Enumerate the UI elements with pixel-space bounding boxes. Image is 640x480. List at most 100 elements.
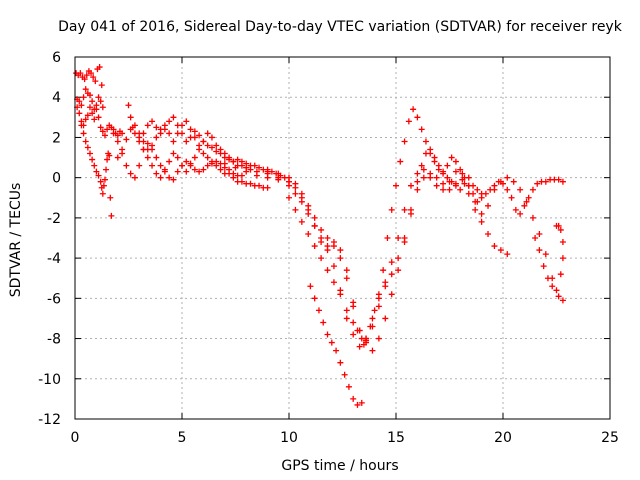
data-point [491, 243, 498, 250]
data-point [427, 170, 434, 177]
data-point [153, 154, 160, 161]
data-point [166, 130, 173, 137]
data-point [350, 303, 357, 310]
data-point [251, 162, 258, 169]
data-point [119, 130, 126, 137]
data-point [395, 267, 402, 274]
data-point [140, 146, 147, 153]
data-point [213, 162, 220, 169]
data-point [97, 178, 104, 185]
data-point [318, 239, 325, 246]
data-point [559, 178, 566, 185]
data-point [95, 172, 102, 179]
data-point [256, 182, 263, 189]
data-point [157, 174, 164, 181]
data-point [318, 255, 325, 262]
data-point [123, 136, 130, 143]
data-point [388, 291, 395, 298]
data-point [529, 186, 536, 193]
data-point [179, 162, 185, 169]
data-point [418, 126, 425, 133]
data-point [217, 150, 224, 157]
data-point [536, 247, 543, 254]
x-tick-label: 5 [178, 430, 187, 446]
data-point [555, 293, 562, 300]
data-point [354, 327, 361, 334]
data-point [125, 102, 132, 109]
y-axis-label: SDTVAR / TECUs [8, 183, 24, 298]
data-point [559, 297, 566, 304]
data-point [497, 247, 504, 254]
data-point [82, 86, 89, 93]
data-point [324, 267, 331, 274]
data-point [559, 239, 566, 246]
data-point [525, 194, 532, 201]
data-point [433, 174, 440, 181]
x-tick-label: 25 [601, 430, 619, 446]
data-point [407, 206, 414, 213]
data-point [213, 142, 220, 149]
data-point [384, 235, 391, 241]
data-point [343, 307, 350, 314]
data-point [99, 190, 106, 197]
y-tick-label: -2 [47, 211, 61, 227]
data-point [448, 178, 455, 185]
data-point [401, 206, 408, 213]
data-point [298, 218, 305, 225]
data-point [174, 168, 181, 175]
data-point [337, 255, 344, 262]
data-point [395, 255, 402, 262]
data-point [500, 180, 506, 187]
data-point [81, 76, 88, 83]
data-point [534, 180, 541, 187]
data-point [101, 176, 108, 183]
data-point [204, 130, 211, 137]
data-point [418, 162, 425, 169]
x-axis-label: GPS time / hours [281, 458, 398, 474]
data-points [73, 64, 566, 408]
data-point [337, 359, 344, 366]
data-point [238, 178, 245, 185]
x-tick-label: 0 [71, 430, 80, 446]
data-point [144, 154, 151, 161]
data-point [234, 156, 241, 163]
data-point [144, 122, 151, 129]
data-point [414, 114, 421, 121]
data-point [542, 178, 549, 185]
y-tick-label: 2 [52, 130, 61, 146]
data-point [84, 112, 91, 119]
data-point [375, 303, 382, 310]
data-point [191, 166, 198, 173]
data-point [444, 174, 451, 181]
data-point [350, 331, 357, 338]
data-point [187, 126, 194, 133]
data-point [388, 259, 395, 266]
data-point [136, 138, 143, 145]
data-point [196, 168, 203, 175]
data-point [131, 130, 138, 137]
data-point [461, 180, 468, 187]
y-tick-label: -4 [47, 251, 61, 267]
data-point [131, 174, 138, 181]
data-point [170, 150, 177, 157]
data-point [333, 347, 340, 354]
data-point [557, 226, 564, 233]
data-point [232, 164, 239, 171]
data-point [553, 222, 560, 229]
data-point [92, 78, 99, 85]
data-point [330, 279, 337, 286]
data-point [166, 118, 173, 125]
data-point [482, 190, 489, 197]
data-point [161, 166, 168, 173]
data-point [452, 168, 459, 175]
data-point [84, 90, 91, 97]
data-point [104, 156, 111, 163]
data-point [200, 150, 207, 157]
data-point [221, 160, 228, 167]
data-point [388, 206, 395, 213]
data-point [286, 194, 292, 201]
data-point [95, 94, 102, 101]
data-point [174, 154, 181, 161]
data-point [521, 202, 528, 209]
